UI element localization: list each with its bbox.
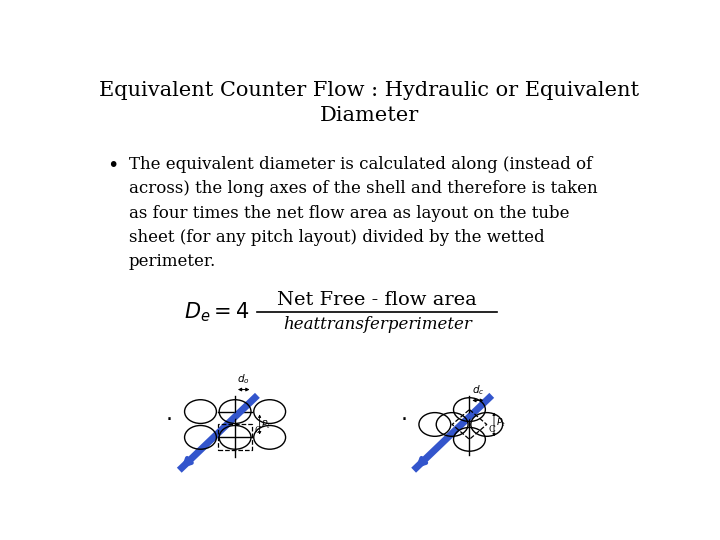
- Text: Equivalent Counter Flow : Hydraulic or Equivalent
Diameter: Equivalent Counter Flow : Hydraulic or E…: [99, 82, 639, 125]
- Text: $P_t$: $P_t$: [495, 417, 505, 429]
- Text: $d_c$: $d_c$: [472, 383, 485, 397]
- Text: heattransferperimeter: heattransferperimeter: [283, 315, 472, 333]
- Text: ·: ·: [166, 410, 173, 430]
- Text: ·: ·: [400, 410, 408, 430]
- Text: C: C: [489, 425, 496, 434]
- Text: •: •: [107, 156, 118, 176]
- Bar: [217, 424, 253, 450]
- Text: $d_o$: $d_o$: [238, 373, 250, 386]
- Text: Net Free - flow area: Net Free - flow area: [277, 291, 477, 309]
- Text: C: C: [255, 427, 261, 435]
- Text: The equivalent diameter is calculated along (instead of
across) the long axes of: The equivalent diameter is calculated al…: [129, 156, 598, 270]
- Text: $P_t$: $P_t$: [261, 418, 271, 431]
- Text: $D_e = 4$: $D_e = 4$: [184, 300, 249, 324]
